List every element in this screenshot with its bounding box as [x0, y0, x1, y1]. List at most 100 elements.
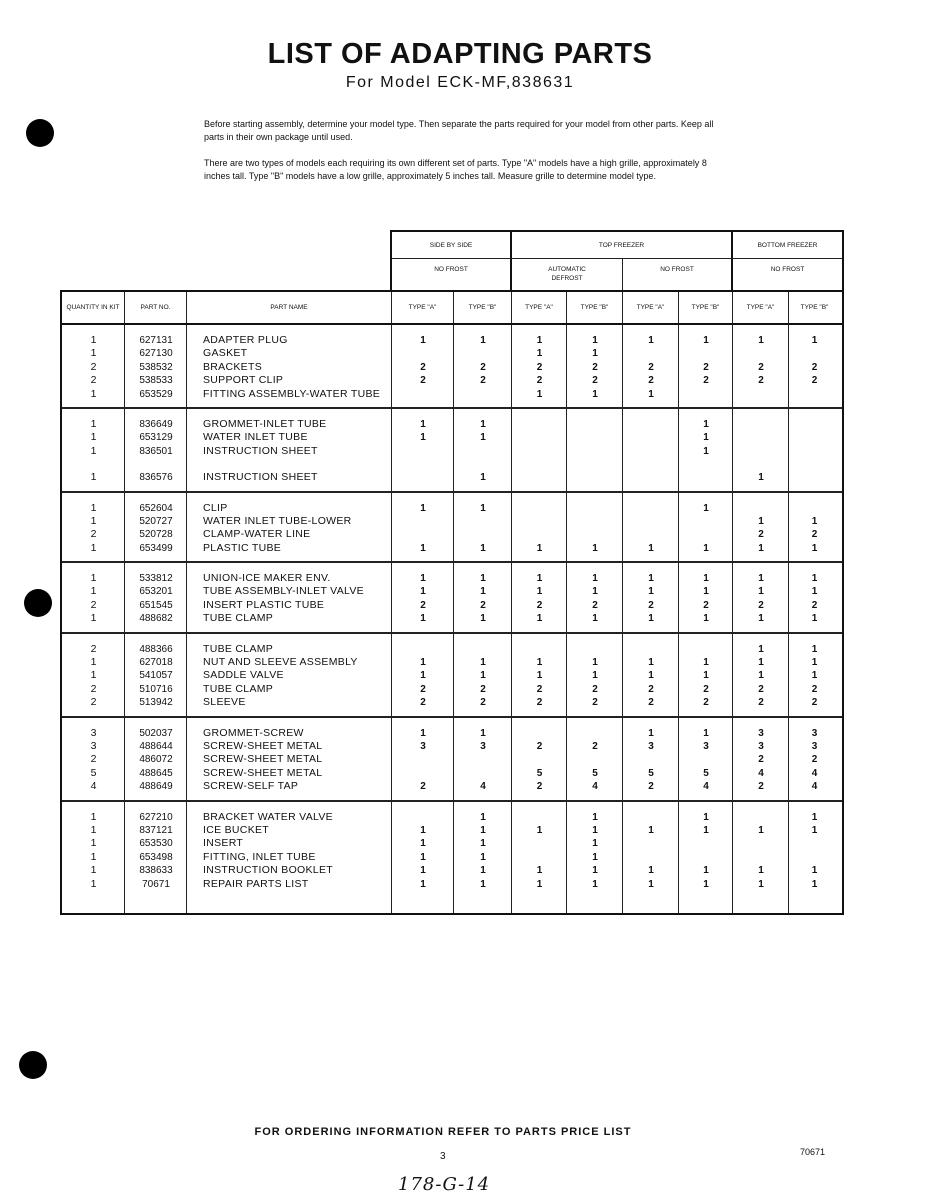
part-name-cell: WATER INLET TUBE-LOWER	[203, 514, 352, 527]
model-quantity-cell	[733, 502, 789, 515]
column-header: QUANTITY IN KIT	[62, 292, 125, 323]
row-group: 1 627131 ADAPTER PLUG 1 1 1 1 1 1 1 1 1 627130 GASKET…	[62, 325, 842, 409]
model-quantity-cell: 1	[703, 445, 709, 457]
model-quantity-cell	[392, 528, 454, 541]
page-title: LIST OF ADAPTING PARTS	[267, 38, 653, 70]
part-number-cell: 652604	[139, 502, 173, 514]
model-quantity-cell: 2	[536, 361, 543, 373]
model-quantity-cell	[454, 643, 512, 656]
quantity-cell: 1	[90, 514, 97, 527]
model-quantity-cell: 1	[758, 824, 764, 836]
model-quantity-cell: 1	[703, 865, 709, 877]
part-number-cell: 538532	[139, 361, 173, 373]
model-quantity-cell	[733, 388, 789, 401]
part-name-cell: SCREW-SELF TAP	[203, 780, 299, 793]
group-side-by-side: SIDE BY SIDE	[392, 232, 512, 259]
table-row: 2 510716 TUBE CLAMP 2 2 2 2 2 2 2 2	[62, 683, 842, 696]
model-quantity-cell: 1	[758, 515, 764, 527]
model-quantity-cell: 3	[758, 740, 764, 752]
model-quantity-cell: 2	[648, 781, 654, 793]
part-number-cell: 627210	[139, 811, 173, 823]
model-quantity-cell: 1	[811, 670, 818, 682]
model-quantity-cell	[789, 418, 840, 431]
model-quantity-cell: 1	[703, 878, 709, 890]
model-quantity-cell: 1	[592, 878, 598, 890]
table-row: 4 488649 SCREW-SELF TAP 2 4 2 4 2 4 2 4	[62, 780, 842, 793]
model-quantity-cell: 1	[703, 811, 709, 823]
model-quantity-cell: 1	[703, 727, 709, 739]
part-name-cell: SCREW-SHEET METAL	[203, 739, 323, 752]
model-quantity-cell: 5	[648, 767, 654, 779]
model-quantity-cell: 2	[758, 781, 764, 793]
column-header: TYPE "B"	[800, 303, 829, 311]
model-quantity-cell: 2	[592, 683, 598, 695]
model-quantity-cell: 1	[811, 542, 818, 554]
model-quantity-cell: 2	[648, 697, 654, 709]
model-quantity-cell	[679, 471, 733, 484]
table-row: 1 836649 GROMMET-INLET TUBE 1 1 1	[62, 418, 842, 431]
model-quantity-cell	[679, 528, 733, 541]
quantity-cell: 1	[90, 669, 97, 682]
model-quantity-cell: 2	[420, 781, 426, 793]
model-quantity-cell	[392, 388, 454, 401]
part-name-cell: BRACKET WATER VALVE	[203, 810, 333, 823]
model-quantity-cell: 2	[648, 599, 654, 611]
model-quantity-cell: 1	[592, 838, 598, 850]
row-group: 1 836649 GROMMET-INLET TUBE 1 1 1 1 653129 WATER…	[62, 408, 842, 493]
model-quantity-cell: 1	[648, 878, 654, 890]
quantity-cell: 1	[90, 501, 97, 514]
model-quantity-cell: 2	[811, 697, 818, 709]
model-quantity-cell: 1	[536, 348, 543, 360]
model-quantity-cell: 4	[592, 781, 598, 793]
table-body: 1 627131 ADAPTER PLUG 1 1 1 1 1 1 1 1 1 627130 GASKET…	[60, 325, 844, 915]
model-quantity-cell	[623, 811, 679, 824]
model-quantity-cell: 1	[480, 418, 486, 430]
footer-note: FOR ORDERING INFORMATION REFER TO PARTS …	[254, 1126, 632, 1138]
column-header: PART NO.	[125, 292, 187, 323]
model-quantity-cell: 1	[592, 670, 598, 682]
part-name-cell: WATER INLET TUBE	[203, 431, 308, 444]
model-quantity-cell: 1	[420, 613, 426, 625]
model-quantity-cell: 2	[811, 599, 818, 611]
model-quantity-cell: 3	[811, 727, 818, 739]
model-quantity-cell: 2	[648, 683, 654, 695]
model-quantity-cell: 2	[703, 375, 709, 387]
model-quantity-cell	[679, 388, 733, 401]
part-name-cell: INSTRUCTION BOOKLET	[203, 864, 333, 877]
model-quantity-cell: 1	[703, 432, 709, 444]
quantity-cell: 1	[90, 417, 97, 430]
model-quantity-cell: 5	[536, 767, 543, 779]
model-quantity-cell	[567, 727, 623, 740]
table-row: 1 838633 INSTRUCTION BOOKLET 1 1 1 1 1 1 1 1	[62, 864, 842, 877]
model-quantity-cell	[733, 837, 789, 850]
model-quantity-cell	[679, 643, 733, 656]
model-quantity-cell	[454, 445, 512, 458]
part-number-cell: 510716	[139, 683, 173, 695]
model-quantity-cell: 1	[648, 865, 654, 877]
model-quantity-cell	[733, 347, 789, 360]
model-quantity-cell: 1	[480, 573, 486, 585]
model-quantity-cell: 1	[811, 878, 818, 890]
table-row: 1 653498 FITTING, INLET TUBE 1 1 1	[62, 851, 842, 864]
model-quantity-cell: 1	[648, 727, 654, 739]
part-name-cell: BRACKETS	[203, 360, 262, 373]
model-quantity-cell	[392, 515, 454, 528]
model-quantity-cell: 2	[420, 361, 426, 373]
model-quantity-cell	[454, 528, 512, 541]
model-quantity-cell: 1	[480, 542, 486, 554]
intro-paragraph: Before starting assembly, determine your…	[204, 119, 714, 142]
model-quantity-cell: 2	[703, 683, 709, 695]
model-quantity-cell: 1	[480, 851, 486, 863]
model-quantity-cell	[512, 727, 567, 740]
model-quantity-cell: 1	[703, 542, 709, 554]
model-quantity-cell: 1	[536, 388, 543, 400]
subgroup-no-frost: NO FROST	[392, 259, 512, 290]
model-quantity-cell: 1	[592, 542, 598, 554]
subgroup-no-frost: NO FROST	[770, 266, 805, 273]
model-quantity-cell: 1	[592, 335, 598, 346]
model-quantity-cell: 1	[758, 670, 764, 682]
model-quantity-cell	[623, 431, 679, 444]
model-quantity-cell: 1	[703, 573, 709, 585]
model-quantity-cell: 5	[592, 767, 598, 779]
part-name-cell: ADAPTER PLUG	[203, 334, 288, 346]
